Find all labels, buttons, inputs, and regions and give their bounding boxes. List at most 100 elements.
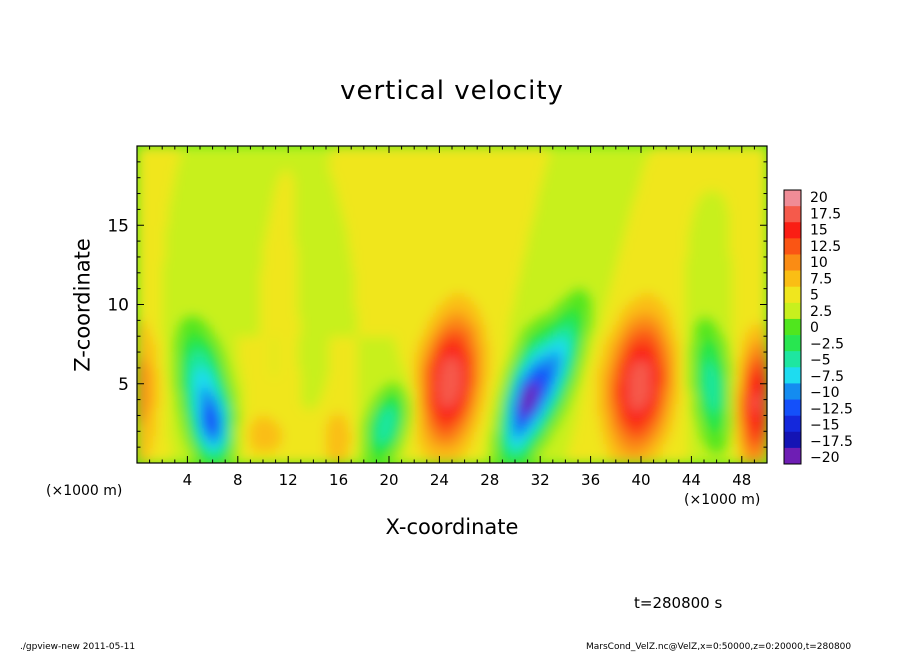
heatmap-cell: [225, 427, 229, 432]
heatmap-cell: [209, 300, 214, 306]
heatmap-cell: [244, 431, 248, 436]
heatmap-cell: [165, 336, 170, 341]
heatmap-cell: [231, 455, 236, 460]
heatmap-cell: [149, 153, 154, 159]
heatmap-cell: [240, 375, 245, 381]
heatmap-cell: [222, 284, 226, 290]
heatmap-cell: [174, 328, 179, 333]
heatmap-cell: [177, 249, 182, 254]
heatmap-cell: [196, 276, 201, 282]
heatmap-cell: [162, 371, 166, 377]
heatmap-cell: [159, 387, 163, 393]
heatmap-cell: [206, 276, 211, 282]
heatmap-cell: [203, 213, 207, 218]
heatmap-cell: [225, 280, 229, 286]
heatmap-cell: [137, 276, 141, 282]
heatmap-cell: [146, 415, 151, 421]
heatmap-cell: [174, 201, 179, 207]
heatmap-cell: [171, 447, 176, 452]
heatmap-cell: [212, 407, 217, 413]
heatmap-cell: [184, 229, 188, 234]
heatmap-cell: [143, 443, 148, 448]
heatmap-cell: [190, 336, 195, 341]
heatmap-cell: [177, 213, 182, 218]
heatmap-cell: [155, 201, 160, 207]
heatmap-cell: [234, 241, 239, 246]
heatmap-cell: [200, 245, 204, 250]
heatmap-cell: [231, 340, 236, 345]
heatmap-cell: [231, 161, 236, 167]
heatmap-cell: [137, 252, 141, 258]
heatmap-cell: [206, 344, 211, 349]
heatmap-cell: [212, 237, 217, 242]
heatmap-cell: [187, 149, 192, 155]
heatmap-cell: [149, 249, 154, 254]
heatmap-cell: [215, 447, 220, 452]
heatmap-cell: [237, 375, 242, 381]
heatmap-cell: [228, 320, 233, 325]
heatmap-cell: [212, 268, 217, 274]
heatmap-cell: [200, 225, 204, 230]
heatmap-cell: [168, 383, 173, 389]
heatmap-cell: [203, 296, 207, 302]
heatmap-cell: [215, 435, 220, 440]
heatmap-cell: [244, 399, 248, 405]
heatmap-cell: [215, 399, 220, 405]
heatmap-cell: [209, 252, 214, 258]
heatmap-cell: [222, 197, 226, 203]
heatmap-cell: [228, 336, 233, 341]
heatmap-cell: [171, 197, 176, 203]
heatmap-cell: [146, 197, 151, 203]
heatmap-cell: [152, 264, 157, 270]
heatmap-cell: [187, 455, 192, 460]
heatmap-cell: [212, 328, 217, 333]
heatmap-cell: [149, 181, 154, 187]
heatmap-cell: [212, 233, 217, 238]
heatmap-cell: [193, 189, 198, 195]
heatmap-cell: [155, 411, 160, 417]
heatmap-cell: [143, 249, 148, 254]
heatmap-cell: [212, 304, 217, 310]
heatmap-cell: [137, 312, 141, 317]
heatmap-cell: [209, 328, 214, 333]
heatmap-cell: [190, 260, 195, 266]
heatmap-cell: [162, 193, 166, 199]
heatmap-cell: [209, 423, 214, 428]
heatmap-cell: [196, 241, 201, 246]
heatmap-cell: [244, 435, 248, 440]
heatmap-cell: [146, 205, 151, 210]
heatmap-cell: [177, 245, 182, 250]
heatmap-cell: [149, 292, 154, 298]
heatmap-cell: [225, 395, 229, 401]
heatmap-cell: [137, 229, 141, 234]
heatmap-cell: [165, 193, 170, 199]
heatmap-cell: [143, 340, 148, 345]
heatmap-cell: [174, 185, 179, 191]
heatmap-cell: [218, 367, 223, 373]
heatmap-cell: [140, 233, 144, 238]
heatmap-cell: [206, 375, 211, 381]
heatmap-cell: [215, 245, 220, 250]
heatmap-cell: [165, 237, 170, 242]
heatmap-cell: [237, 252, 242, 258]
heatmap-cell: [140, 221, 144, 226]
heatmap-cell: [146, 304, 151, 310]
heatmap-cell: [234, 209, 239, 214]
heatmap-cell: [159, 256, 163, 262]
heatmap-cell: [152, 435, 157, 440]
heatmap-cell: [146, 383, 151, 389]
heatmap-cell: [149, 229, 154, 234]
heatmap-cell: [190, 352, 195, 357]
heatmap-cell: [168, 387, 173, 393]
heatmap-cell: [165, 375, 170, 381]
heatmap-cell: [190, 205, 195, 210]
heatmap-cell: [228, 284, 233, 290]
heatmap-cell: [240, 332, 245, 337]
heatmap-cell: [244, 415, 248, 421]
heatmap-cell: [143, 181, 148, 187]
heatmap-cell: [171, 280, 176, 286]
heatmap-cell: [137, 241, 141, 246]
heatmap-cell: [140, 411, 144, 417]
heatmap-cell: [184, 363, 188, 369]
heatmap-cell: [143, 352, 148, 357]
